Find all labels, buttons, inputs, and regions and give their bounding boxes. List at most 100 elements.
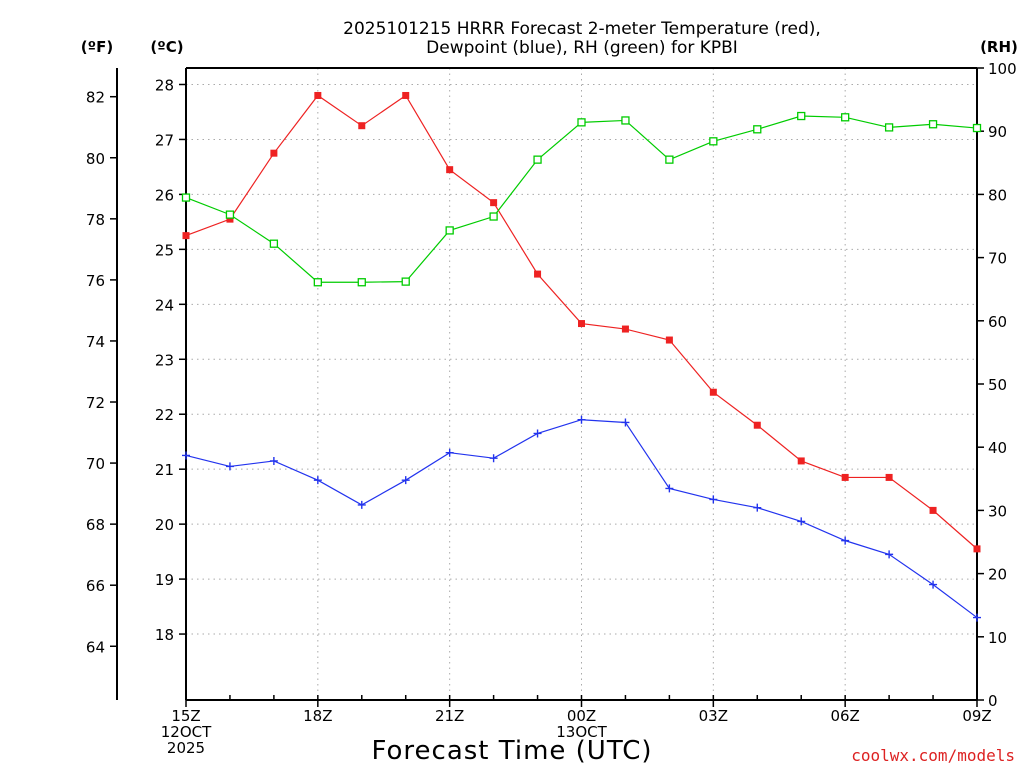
rh-point: [928, 120, 938, 129]
dewpoint-point: [533, 429, 542, 438]
fahrenheit-tick-label: 72: [86, 394, 105, 412]
dewpoint-point: [797, 517, 806, 526]
rh-tick-label: 40: [988, 439, 1007, 457]
temperature-point: [226, 215, 234, 223]
x-tick-label: 00Z: [567, 707, 596, 725]
fahrenheit-tick-label: 66: [86, 577, 105, 595]
rh-point: [269, 239, 279, 248]
dewpoint-point: [489, 454, 498, 463]
temperature-point: [753, 421, 761, 429]
dewpoint-point: [885, 550, 894, 559]
rh-tick-label: 70: [988, 250, 1007, 268]
rh-tick-label: 60: [988, 313, 1007, 331]
rh-point: [577, 118, 586, 127]
celsius-tick-label: 22: [155, 406, 174, 424]
rh-point: [445, 226, 454, 235]
chart-title-line-1: 2025101215 HRRR Forecast 2-meter Tempera…: [343, 19, 821, 39]
dewpoint-point: [753, 503, 762, 512]
rh-point: [884, 123, 894, 132]
dewpoint-point: [577, 415, 586, 424]
rh-tick-label: 80: [988, 186, 1007, 204]
x-tick-label: 06Z: [830, 707, 859, 725]
series-dewpoint: [182, 415, 981, 622]
series-temperature: [182, 91, 981, 553]
rh-tick-label: 10: [988, 629, 1007, 647]
x-tick-label: 21Z: [435, 707, 464, 725]
celsius-tick-label: 19: [155, 571, 174, 589]
rh-point: [841, 113, 850, 122]
temperature-point: [270, 149, 278, 157]
temperature-point: [621, 325, 629, 333]
temperature-point: [709, 388, 717, 396]
fahrenheit-tick-label: 76: [86, 272, 105, 290]
x-tick-label: 12OCT: [161, 723, 212, 741]
rh-tick-label: 50: [988, 376, 1007, 394]
x-tick-label: 13OCT: [556, 723, 607, 741]
temperature-point: [446, 166, 454, 174]
dewpoint-point: [357, 500, 366, 509]
rh-point: [401, 277, 410, 286]
rh-tick-label: 90: [988, 123, 1007, 141]
celsius-axis-label: (ºC): [150, 38, 183, 56]
dewpoint-point: [621, 418, 630, 427]
celsius-tick-label: 21: [155, 461, 174, 479]
dewpoint-point: [665, 484, 674, 493]
dewpoint-point: [929, 580, 938, 589]
rh-point: [709, 137, 718, 146]
fahrenheit-tick-label: 74: [86, 333, 105, 351]
chart-title-line-2: Dewpoint (blue), RH (green) for KPBI: [426, 38, 738, 58]
dewpoint-point: [269, 456, 278, 465]
grid-lines: [186, 68, 977, 700]
fahrenheit-tick-label: 64: [86, 638, 105, 656]
credit-link[interactable]: coolwx.com/models: [851, 746, 1015, 765]
rh-tick-label: 20: [988, 566, 1007, 584]
rh-point: [313, 278, 322, 287]
rh-point: [621, 116, 630, 125]
temperature-point: [534, 270, 542, 278]
temperature-point: [929, 506, 937, 514]
celsius-tick-label: 25: [155, 241, 174, 259]
series-rh: [181, 111, 982, 287]
temperature-point: [973, 545, 981, 553]
temperature-point: [314, 91, 322, 99]
dewpoint-line: [185, 419, 978, 619]
dewpoint-point: [973, 613, 981, 622]
fahrenheit-tick-label: 80: [86, 150, 105, 168]
temperature-point: [578, 320, 585, 328]
x-tick-label: 15Z: [171, 707, 200, 725]
dewpoint-point: [182, 451, 190, 460]
dewpoint-point: [445, 448, 454, 457]
temperature-point: [182, 232, 190, 240]
rh-point: [181, 193, 191, 202]
fahrenheit-tick-label: 68: [86, 516, 105, 534]
chart-title: 2025101215 HRRR Forecast 2-meter Tempera…: [343, 19, 821, 58]
fahrenheit-axis-label: (ºF): [81, 38, 113, 56]
rh-tick-label: 0: [988, 692, 998, 710]
rh-axis-label: (RH): [980, 38, 1018, 56]
rh-point: [797, 111, 806, 121]
rh-point: [357, 278, 366, 287]
x-tick-label: 18Z: [303, 707, 332, 725]
temperature-point: [841, 473, 849, 481]
series-layer: [181, 91, 982, 622]
celsius-tick-label: 20: [155, 516, 174, 534]
dewpoint-point: [709, 495, 718, 504]
temperature-point: [665, 336, 673, 344]
celsius-tick-label: 26: [155, 186, 174, 204]
temperature-point: [358, 122, 366, 130]
rh-point: [753, 125, 762, 134]
celsius-tick-label: 18: [155, 626, 174, 644]
rh-point: [225, 210, 235, 219]
celsius-tick-label: 28: [155, 76, 174, 94]
dewpoint-point: [401, 476, 410, 485]
chart-axes: 18 19 20 21 22 23 24 25 26 27 28 64 66 68 70 72 74 76 78 80…: [86, 60, 1017, 710]
rh-tick-label: 30: [988, 502, 1007, 520]
celsius-tick-label: 24: [155, 296, 174, 314]
x-tick-label: 09Z: [962, 707, 991, 725]
dewpoint-point: [313, 476, 322, 485]
rh-point: [533, 155, 542, 164]
rh-point: [489, 212, 498, 221]
dewpoint-point: [841, 536, 850, 545]
